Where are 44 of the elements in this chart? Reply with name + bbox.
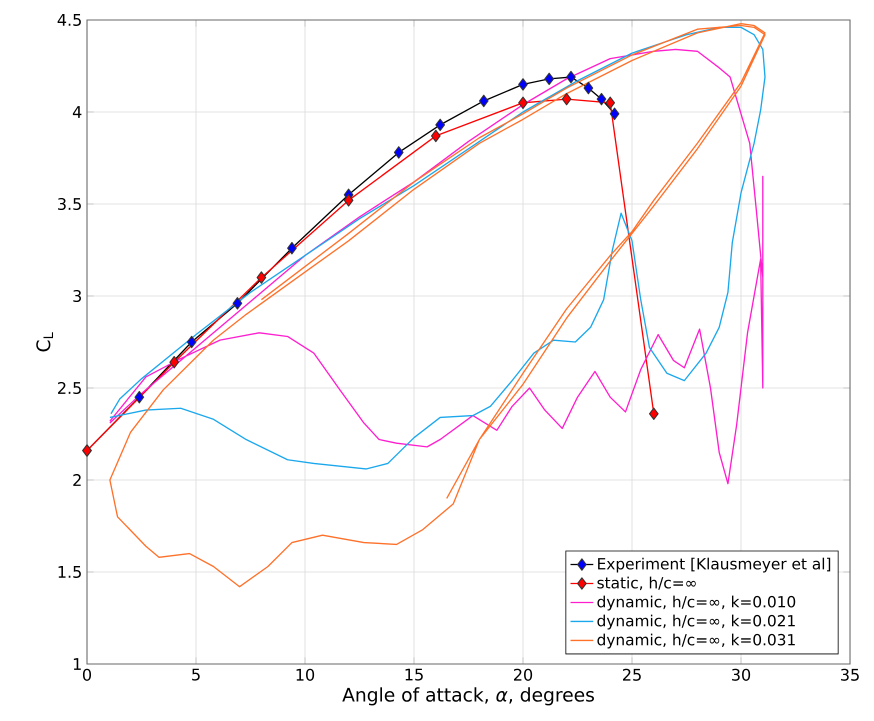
point — [584, 82, 594, 94]
y-tick-label: 4.5 — [58, 14, 81, 26]
point — [232, 297, 242, 310]
point — [610, 108, 620, 120]
point — [134, 390, 144, 404]
legend-label: dynamic, h/c=∞, k=0.021 — [597, 614, 795, 630]
x-tick-label: 0 — [82, 668, 92, 681]
point — [518, 96, 528, 110]
point — [344, 194, 354, 207]
y-tick-label: 1.5 — [58, 566, 81, 578]
legend-label: Experiment [Klausmeyer et al] — [598, 558, 830, 573]
legend-label: dynamic, h/c=∞, k=0.010 — [597, 596, 796, 610]
x-tick-label: 35 — [841, 668, 859, 681]
point — [478, 94, 489, 108]
point — [394, 146, 404, 159]
x-axis-title: Angle of attack, α, degrees — [342, 687, 594, 706]
point — [605, 96, 616, 110]
point — [186, 336, 196, 348]
point — [562, 92, 572, 106]
point — [596, 92, 606, 106]
y-tick-label: 1 — [74, 658, 81, 670]
point — [518, 78, 528, 91]
x-tick-label: 30 — [732, 668, 750, 681]
point — [435, 118, 445, 132]
y-tick-label: 4 — [72, 106, 82, 118]
point — [544, 72, 554, 86]
y-tick-label: 2 — [73, 474, 81, 486]
legend-label: dynamic, h/c=∞, k=0.031 — [597, 634, 795, 648]
x-tick-label: 5 — [192, 668, 200, 681]
point — [566, 70, 576, 84]
y-tick-label: 2.5 — [58, 382, 81, 394]
y-axis-title: C$_{L}$ — [36, 332, 54, 352]
legend-label: static, h/c=∞ — [597, 576, 696, 590]
y-tick-label: 3.5 — [58, 198, 81, 210]
point — [287, 242, 297, 254]
x-tick-label: 15 — [406, 668, 423, 681]
x-tick-label: 20 — [514, 668, 532, 681]
point — [256, 271, 266, 284]
point — [169, 356, 180, 369]
point — [430, 130, 441, 142]
point — [648, 407, 659, 420]
x-tick-label: 10 — [296, 668, 314, 681]
y-tick-label: 3 — [73, 290, 81, 302]
x-tick-label: 25 — [622, 668, 641, 681]
